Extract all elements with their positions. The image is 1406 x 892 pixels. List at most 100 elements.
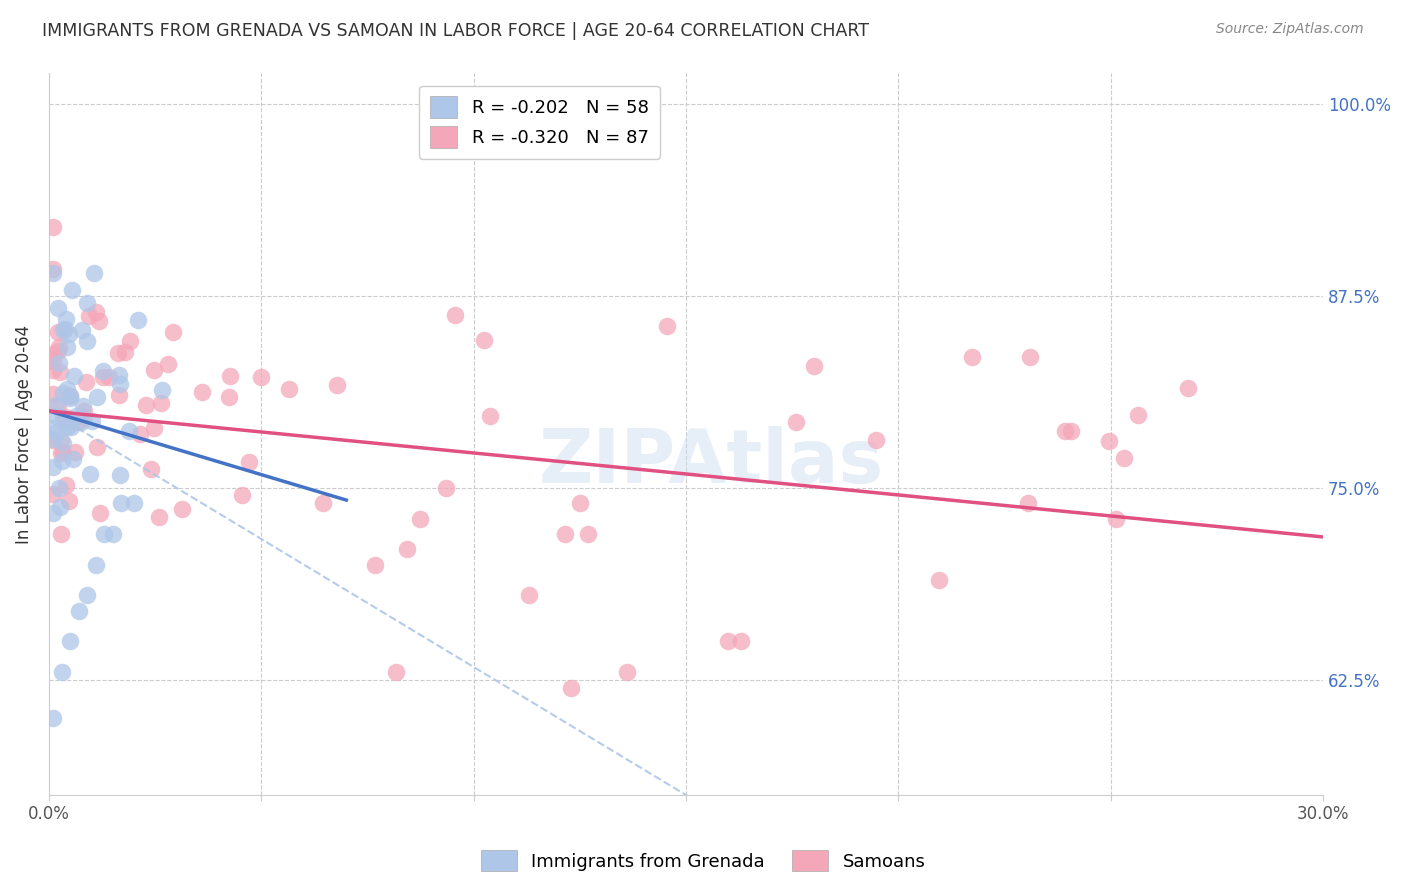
Point xyxy=(42,266,65,280)
Point xyxy=(325,378,347,392)
Point xyxy=(46,399,69,413)
Point xyxy=(76,296,98,310)
Point xyxy=(42,420,65,434)
Point xyxy=(60,420,83,434)
Point xyxy=(785,415,807,429)
Point xyxy=(110,376,132,391)
Point xyxy=(42,387,65,401)
Point xyxy=(1019,350,1042,364)
Point xyxy=(108,368,131,382)
Point xyxy=(59,389,82,403)
Point xyxy=(139,462,162,476)
Point xyxy=(72,399,94,413)
Point xyxy=(42,261,65,276)
Point xyxy=(655,318,678,333)
Point xyxy=(45,398,67,412)
Point xyxy=(444,308,467,322)
Point xyxy=(472,333,495,347)
Point xyxy=(46,325,69,339)
Point xyxy=(928,573,950,587)
Point xyxy=(89,507,111,521)
Point xyxy=(110,496,132,510)
Point xyxy=(56,340,79,354)
Point xyxy=(143,362,166,376)
Point xyxy=(52,323,75,337)
Point xyxy=(56,419,79,434)
Point xyxy=(58,494,80,508)
Point xyxy=(312,496,335,510)
Point xyxy=(84,558,107,572)
Point xyxy=(59,634,82,648)
Point xyxy=(1112,451,1135,466)
Point xyxy=(1053,424,1076,438)
Point xyxy=(93,527,115,541)
Point xyxy=(101,527,124,541)
Point xyxy=(52,445,75,459)
Point xyxy=(42,433,65,447)
Point xyxy=(49,446,72,460)
Point xyxy=(127,312,149,326)
Point xyxy=(48,339,70,353)
Point xyxy=(79,467,101,482)
Point xyxy=(1177,380,1199,394)
Point xyxy=(66,416,89,430)
Point xyxy=(45,425,67,439)
Point xyxy=(135,398,157,412)
Point xyxy=(56,382,79,396)
Point xyxy=(162,325,184,339)
Point xyxy=(77,309,100,323)
Point xyxy=(277,382,299,396)
Point xyxy=(517,588,540,602)
Text: Source: ZipAtlas.com: Source: ZipAtlas.com xyxy=(1216,22,1364,37)
Point xyxy=(42,432,65,446)
Point xyxy=(55,311,77,326)
Point xyxy=(568,496,591,510)
Point xyxy=(49,434,72,448)
Point xyxy=(75,376,97,390)
Point xyxy=(49,365,72,379)
Point xyxy=(118,334,141,348)
Text: IMMIGRANTS FROM GRENADA VS SAMOAN IN LABOR FORCE | AGE 20-64 CORRELATION CHART: IMMIGRANTS FROM GRENADA VS SAMOAN IN LAB… xyxy=(42,22,869,40)
Point xyxy=(48,356,70,370)
Point xyxy=(93,369,115,384)
Point xyxy=(42,507,65,521)
Point xyxy=(962,350,984,364)
Point xyxy=(52,435,75,450)
Point xyxy=(107,388,129,402)
Legend: Immigrants from Grenada, Samoans: Immigrants from Grenada, Samoans xyxy=(474,843,932,879)
Point xyxy=(554,527,576,541)
Point xyxy=(616,665,638,680)
Point xyxy=(42,711,65,725)
Point xyxy=(51,453,73,467)
Point xyxy=(63,445,86,459)
Point xyxy=(148,510,170,524)
Point xyxy=(53,322,76,336)
Point xyxy=(395,542,418,557)
Point xyxy=(1097,434,1119,449)
Point xyxy=(172,502,194,516)
Y-axis label: In Labor Force | Age 20-64: In Labor Force | Age 20-64 xyxy=(15,325,32,543)
Point xyxy=(46,301,69,315)
Point xyxy=(91,364,114,378)
Point xyxy=(63,368,86,383)
Point xyxy=(76,334,98,349)
Point xyxy=(578,527,600,541)
Point xyxy=(122,496,145,510)
Point xyxy=(42,353,65,368)
Point xyxy=(73,410,96,425)
Point xyxy=(86,440,108,454)
Point xyxy=(730,634,752,648)
Point xyxy=(62,451,84,466)
Point xyxy=(218,391,240,405)
Point xyxy=(87,313,110,327)
Point xyxy=(219,368,242,383)
Point xyxy=(409,511,432,525)
Point xyxy=(143,421,166,435)
Point xyxy=(83,266,105,280)
Point xyxy=(129,427,152,442)
Point xyxy=(42,219,65,234)
Point xyxy=(53,409,76,424)
Point xyxy=(238,455,260,469)
Point xyxy=(1060,424,1083,438)
Point xyxy=(69,415,91,429)
